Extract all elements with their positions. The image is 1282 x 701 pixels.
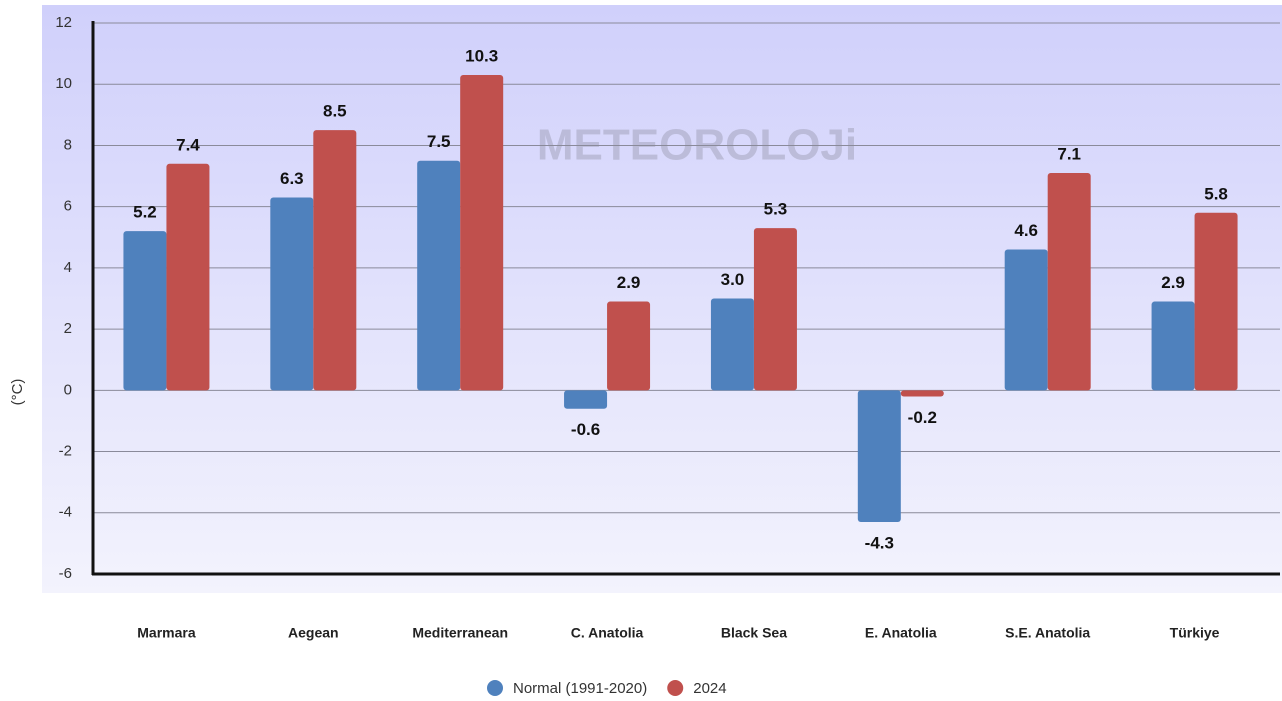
bar <box>1004 249 1048 391</box>
value-label: -0.2 <box>908 408 937 427</box>
y-tick-label: -4 <box>59 504 72 521</box>
value-label: 7.4 <box>176 135 200 154</box>
value-label: 7.5 <box>427 132 451 151</box>
y-tick-label: -6 <box>59 565 72 582</box>
x-tick-label: C. Anatolia <box>571 625 644 641</box>
value-label: 8.5 <box>323 102 347 121</box>
value-label: 6.3 <box>280 169 304 188</box>
y-tick-label: 4 <box>64 259 72 276</box>
x-tick-label: Mediterranean <box>412 625 508 641</box>
value-label: 2.9 <box>617 273 641 292</box>
bar <box>710 298 754 391</box>
bar <box>460 75 504 391</box>
x-tick-label: E. Anatolia <box>865 625 937 641</box>
bar <box>857 390 901 522</box>
value-label: 5.3 <box>764 200 788 219</box>
y-tick-label: 8 <box>64 136 72 153</box>
value-label: -4.3 <box>865 533 894 552</box>
legend-swatch <box>667 680 684 696</box>
bar <box>607 301 651 391</box>
y-tick-label: 12 <box>55 14 72 31</box>
bar <box>270 197 314 391</box>
x-tick-label: Marmara <box>137 625 196 641</box>
value-label: 7.1 <box>1057 144 1081 163</box>
y-tick-label: 10 <box>55 75 72 92</box>
bar <box>1194 212 1238 391</box>
value-label: 5.2 <box>133 203 157 222</box>
legend-label: Normal (1991-2020) <box>513 680 647 697</box>
bar <box>417 160 461 391</box>
plot-background <box>42 5 1282 593</box>
value-label: 4.6 <box>1014 221 1038 240</box>
y-axis-label: (°C) <box>9 379 26 406</box>
x-tick-label: Aegean <box>288 625 339 641</box>
bar <box>753 228 797 391</box>
value-label: -0.6 <box>571 420 600 439</box>
legend-label: 2024 <box>693 680 726 697</box>
bar <box>564 390 608 409</box>
bar <box>123 231 167 391</box>
value-label: 2.9 <box>1161 273 1185 292</box>
value-label: 5.8 <box>1204 184 1228 203</box>
legend-swatch <box>487 680 503 696</box>
y-tick-label: -2 <box>59 443 72 460</box>
value-label: 3.0 <box>721 270 745 289</box>
bar <box>900 390 944 397</box>
y-tick-label: 6 <box>64 198 72 215</box>
bar <box>1047 172 1091 391</box>
x-tick-label: S.E. Anatolia <box>1005 625 1090 641</box>
y-tick-label: 0 <box>64 381 72 398</box>
x-tick-label: Black Sea <box>721 625 787 641</box>
bar <box>166 163 210 391</box>
x-tick-label: Türkiye <box>1170 625 1220 641</box>
bar <box>313 130 357 391</box>
y-tick-label: 2 <box>64 320 72 337</box>
value-label: 10.3 <box>465 47 498 66</box>
bar <box>1151 301 1195 391</box>
